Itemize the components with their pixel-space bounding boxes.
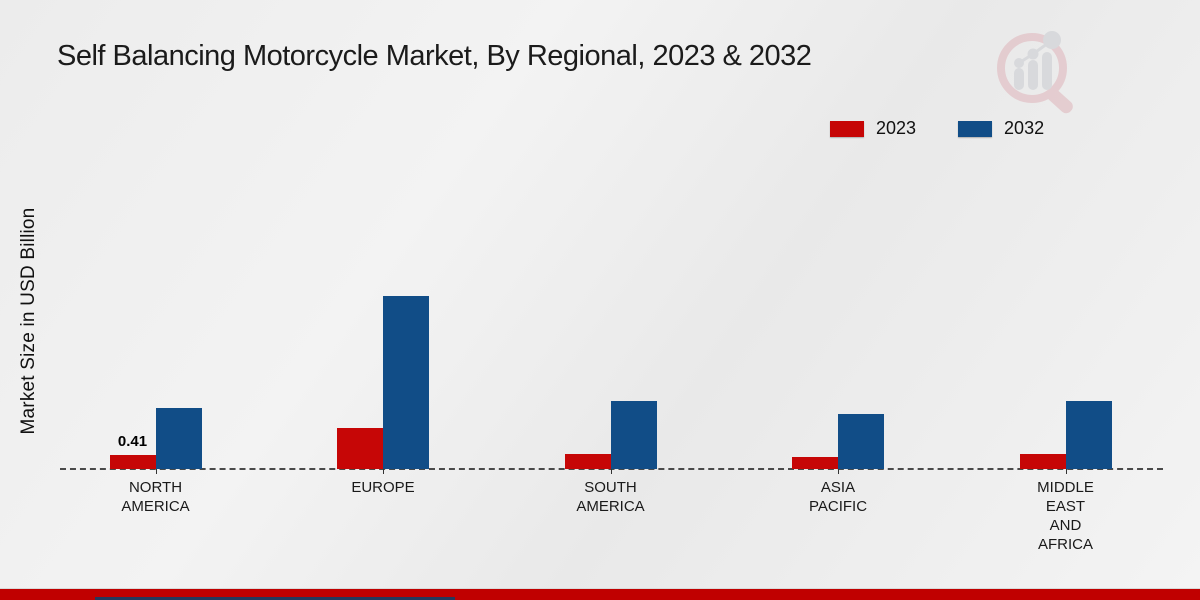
bar-2023-asia-pacific — [792, 457, 838, 469]
legend-swatch-2023-icon — [830, 120, 864, 137]
x-axis-tick — [610, 469, 612, 474]
magnifier-bar-chart-logo-icon — [997, 31, 1073, 114]
bar-2023-south-america — [564, 454, 611, 469]
bar-2032-europe — [383, 296, 429, 469]
x-axis-tick — [1065, 469, 1067, 474]
bar-2023-middle-east-and-africa — [1019, 454, 1066, 469]
legend-item-2023: 2023 — [830, 118, 916, 139]
legend-item-2032: 2032 — [958, 118, 1044, 139]
x-axis-tick — [155, 469, 157, 474]
legend: 2023 2032 — [830, 118, 1044, 139]
bar-2023-north-america — [109, 455, 156, 469]
legend-label-2023: 2023 — [876, 118, 917, 138]
category-label-north-america: NORTH AMERICA — [121, 479, 190, 515]
x-axis-baseline — [60, 468, 1163, 470]
category-label-europe: EUROPE — [351, 479, 415, 496]
bar-2032-middle-east-and-africa — [1065, 401, 1112, 469]
x-axis-tick — [838, 469, 839, 474]
category-label-south-america: SOUTH AMERICA — [576, 479, 645, 515]
category-label-asia-pacific: ASIA PACIFIC — [808, 479, 868, 515]
bar-value-label: 0.41 — [117, 433, 148, 450]
bar-2032-asia-pacific — [838, 414, 884, 469]
x-axis-tick — [383, 469, 384, 474]
legend-swatch-2032-icon — [958, 120, 993, 137]
bar-2023-europe — [337, 428, 383, 469]
bar-2032-north-america — [155, 408, 202, 469]
footer-navy-accent — [95, 597, 455, 600]
bar-2032-south-america — [610, 401, 657, 469]
legend-label-2032: 2032 — [1004, 118, 1045, 138]
category-label-middle-east-and-africa: MIDDLE EAST AND AFRICA — [1037, 479, 1094, 553]
chart-title: Self Balancing Motorcycle Market, By Reg… — [57, 40, 812, 72]
